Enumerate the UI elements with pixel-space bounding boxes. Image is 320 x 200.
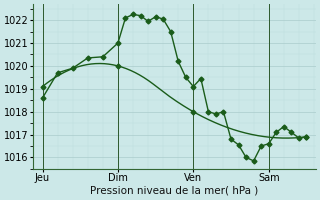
X-axis label: Pression niveau de la mer( hPa ): Pression niveau de la mer( hPa ) [90, 186, 259, 196]
